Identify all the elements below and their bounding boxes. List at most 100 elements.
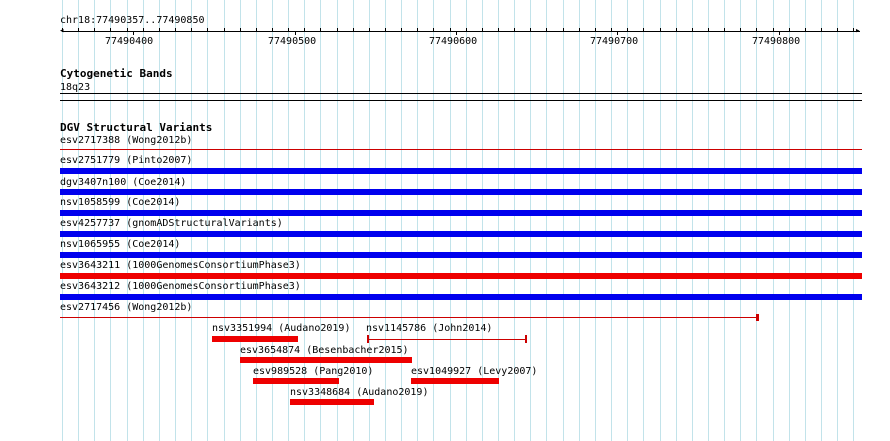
grid-line: [191, 0, 192, 441]
grid-line: [288, 0, 289, 441]
grid-line: [224, 0, 225, 441]
ruler-axis: [62, 31, 860, 32]
ruler-minor-tick: [756, 28, 757, 31]
grid-line: [837, 0, 838, 441]
ruler-tick-label: 77490600: [429, 36, 478, 47]
ruler-minor-tick: [643, 28, 644, 31]
ruler-minor-tick: [805, 28, 806, 31]
variant-bar[interactable]: [60, 168, 862, 174]
ruler-minor-tick: [546, 28, 547, 31]
variant-bar[interactable]: [290, 399, 374, 405]
ruler-minor-tick: [837, 28, 838, 31]
variant-bar[interactable]: [60, 273, 862, 279]
variant-label[interactable]: esv3643212 (1000GenomesConsortiumPhase3): [60, 281, 301, 292]
grid-line: [337, 0, 338, 441]
dgv-track-title[interactable]: DGV Structural Variants: [60, 121, 213, 134]
variant-label[interactable]: nsv1058599 (Coe2014): [60, 197, 181, 208]
grid-line: [676, 0, 677, 441]
ruler-minor-tick: [773, 28, 774, 31]
variant-label[interactable]: esv2717456 (Wong2012b): [60, 302, 193, 313]
grid-line: [369, 0, 370, 441]
ruler-minor-tick: [320, 28, 321, 31]
variant-bar[interactable]: [60, 189, 862, 195]
ruler-minor-tick: [450, 28, 451, 31]
variant-bar[interactable]: [253, 378, 339, 384]
ruler-minor-tick: [110, 28, 111, 31]
grid-line: [320, 0, 321, 441]
ruler-minor-tick: [143, 28, 144, 31]
variant-label[interactable]: nsv3348684 (Audano2019): [290, 387, 429, 398]
variant-bar[interactable]: [240, 357, 412, 363]
ruler-minor-tick: [708, 28, 709, 31]
grid-line: [256, 0, 257, 441]
variant-bar[interactable]: [60, 252, 862, 258]
ruler-left-arrow-icon[interactable]: ◂: [59, 26, 65, 36]
grid-line: [433, 0, 434, 441]
variant-bar[interactable]: [60, 231, 862, 237]
ruler-minor-tick: [563, 28, 564, 31]
grid-line: [94, 0, 95, 441]
grid-line: [595, 0, 596, 441]
variant-label[interactable]: esv3654874 (Besenbacher2015): [240, 345, 409, 356]
ruler-minor-tick: [417, 28, 418, 31]
grid-line: [563, 0, 564, 441]
grid-line: [207, 0, 208, 441]
cytoband-line-top[interactable]: [60, 93, 862, 94]
ruler-minor-tick: [611, 28, 612, 31]
variant-bar[interactable]: [60, 294, 862, 300]
variant-bar[interactable]: [411, 378, 499, 384]
variant-label[interactable]: esv4257737 (gnomADStructuralVariants): [60, 218, 283, 229]
variant-label[interactable]: esv989528 (Pang2010): [253, 366, 374, 377]
grid-line: [482, 0, 483, 441]
ruler-minor-tick: [127, 28, 128, 31]
ruler-minor-tick: [853, 28, 854, 31]
ruler-location: chr18:77490357..77490850: [60, 15, 205, 26]
ruler-major-tick: [456, 31, 457, 35]
cytoband-track-title[interactable]: Cytogenetic Bands: [60, 67, 173, 80]
variant-label[interactable]: nsv3351994 (Audano2019): [212, 323, 351, 334]
ruler-minor-tick: [353, 28, 354, 31]
variant-bar[interactable]: [60, 317, 758, 318]
variant-bar[interactable]: [367, 339, 527, 340]
ruler-tick-label: 77490800: [752, 36, 801, 47]
grid-line: [175, 0, 176, 441]
ruler-minor-tick: [207, 28, 208, 31]
grid-line: [466, 0, 467, 441]
ruler-minor-tick: [789, 28, 790, 31]
grid-line: [272, 0, 273, 441]
ruler-minor-tick: [62, 28, 63, 31]
grid-line: [821, 0, 822, 441]
variant-bar-end-cap: [756, 314, 759, 321]
ruler-minor-tick: [385, 28, 386, 31]
ruler-major-tick: [617, 31, 618, 35]
ruler-minor-tick: [466, 28, 467, 31]
ruler-minor-tick: [337, 28, 338, 31]
ruler-minor-tick: [94, 28, 95, 31]
ruler-minor-tick: [482, 28, 483, 31]
grid-line: [62, 0, 63, 441]
variant-label[interactable]: dgv3407n100 (Coe2014): [60, 177, 187, 188]
variant-label[interactable]: esv3643211 (1000GenomesConsortiumPhase3): [60, 260, 301, 271]
grid-line: [805, 0, 806, 441]
ruler-minor-tick: [692, 28, 693, 31]
ruler-right-arrow-icon[interactable]: ▸: [855, 26, 861, 36]
variant-label[interactable]: esv2751779 (Pinto2007): [60, 155, 193, 166]
grid-line: [514, 0, 515, 441]
variant-bar-start-cap: [367, 335, 369, 343]
ruler-minor-tick: [175, 28, 176, 31]
grid-line: [627, 0, 628, 441]
ruler-minor-tick: [433, 28, 434, 31]
grid-line: [660, 0, 661, 441]
variant-label[interactable]: esv1049927 (Levy2007): [411, 366, 538, 377]
ruler-minor-tick: [191, 28, 192, 31]
variant-label[interactable]: nsv1145786 (John2014): [366, 323, 493, 334]
grid-line: [756, 0, 757, 441]
variant-bar[interactable]: [60, 210, 862, 216]
variant-label[interactable]: esv2717388 (Wong2012b): [60, 135, 193, 146]
ruler-minor-tick: [369, 28, 370, 31]
variant-bar[interactable]: [60, 149, 862, 150]
variant-label[interactable]: nsv1065955 (Coe2014): [60, 239, 181, 250]
ruler-minor-tick: [256, 28, 257, 31]
grid-line: [611, 0, 612, 441]
variant-bar[interactable]: [212, 336, 298, 342]
